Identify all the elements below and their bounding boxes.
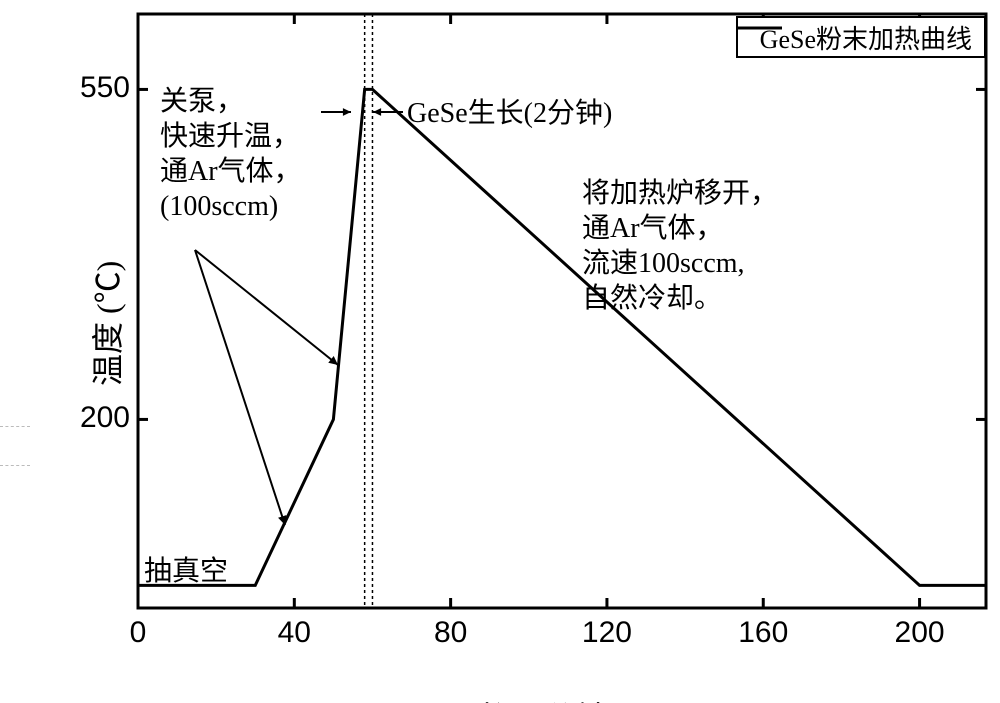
x-axis-title: 时间 (分钟) xyxy=(0,656,1000,703)
x-tick-label: 80 xyxy=(421,616,481,650)
y-axis-title-text: 温度 (℃) xyxy=(90,261,126,386)
annotation-block1: 关泵， 快速升温， 通Ar气体， (100sccm) xyxy=(160,84,302,224)
x-tick-label: 0 xyxy=(108,616,168,650)
legend-line-sample xyxy=(738,18,782,38)
left-edge-artifact xyxy=(0,426,30,466)
x-tick-label: 160 xyxy=(733,616,793,650)
legend-label: GeSe粉末加热曲线 xyxy=(760,19,972,56)
y-tick-label: 200 xyxy=(80,401,130,435)
y-tick-label: 550 xyxy=(80,71,130,105)
x-tick-label: 120 xyxy=(577,616,637,650)
annotation-block2: 将加热炉移开， 通Ar气体， 流速100sccm, 自然冷却。 xyxy=(582,176,778,316)
y-axis-title: 温度 (℃) xyxy=(46,261,129,402)
chart-container: { "chart": { "type": "line", "background… xyxy=(0,0,1000,703)
x-tick-label: 40 xyxy=(264,616,324,650)
x-tick-label: 200 xyxy=(890,616,950,650)
annotation-growth: GeSe生长(2分钟) xyxy=(407,96,612,131)
annotation-vacuum: 抽真空 xyxy=(144,554,228,589)
legend: GeSe粉末加热曲线 xyxy=(736,16,986,58)
